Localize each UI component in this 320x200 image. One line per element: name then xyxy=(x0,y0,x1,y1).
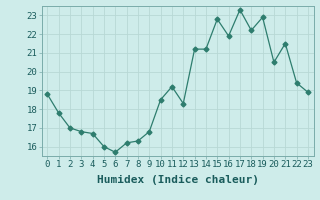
X-axis label: Humidex (Indice chaleur): Humidex (Indice chaleur) xyxy=(97,175,259,185)
